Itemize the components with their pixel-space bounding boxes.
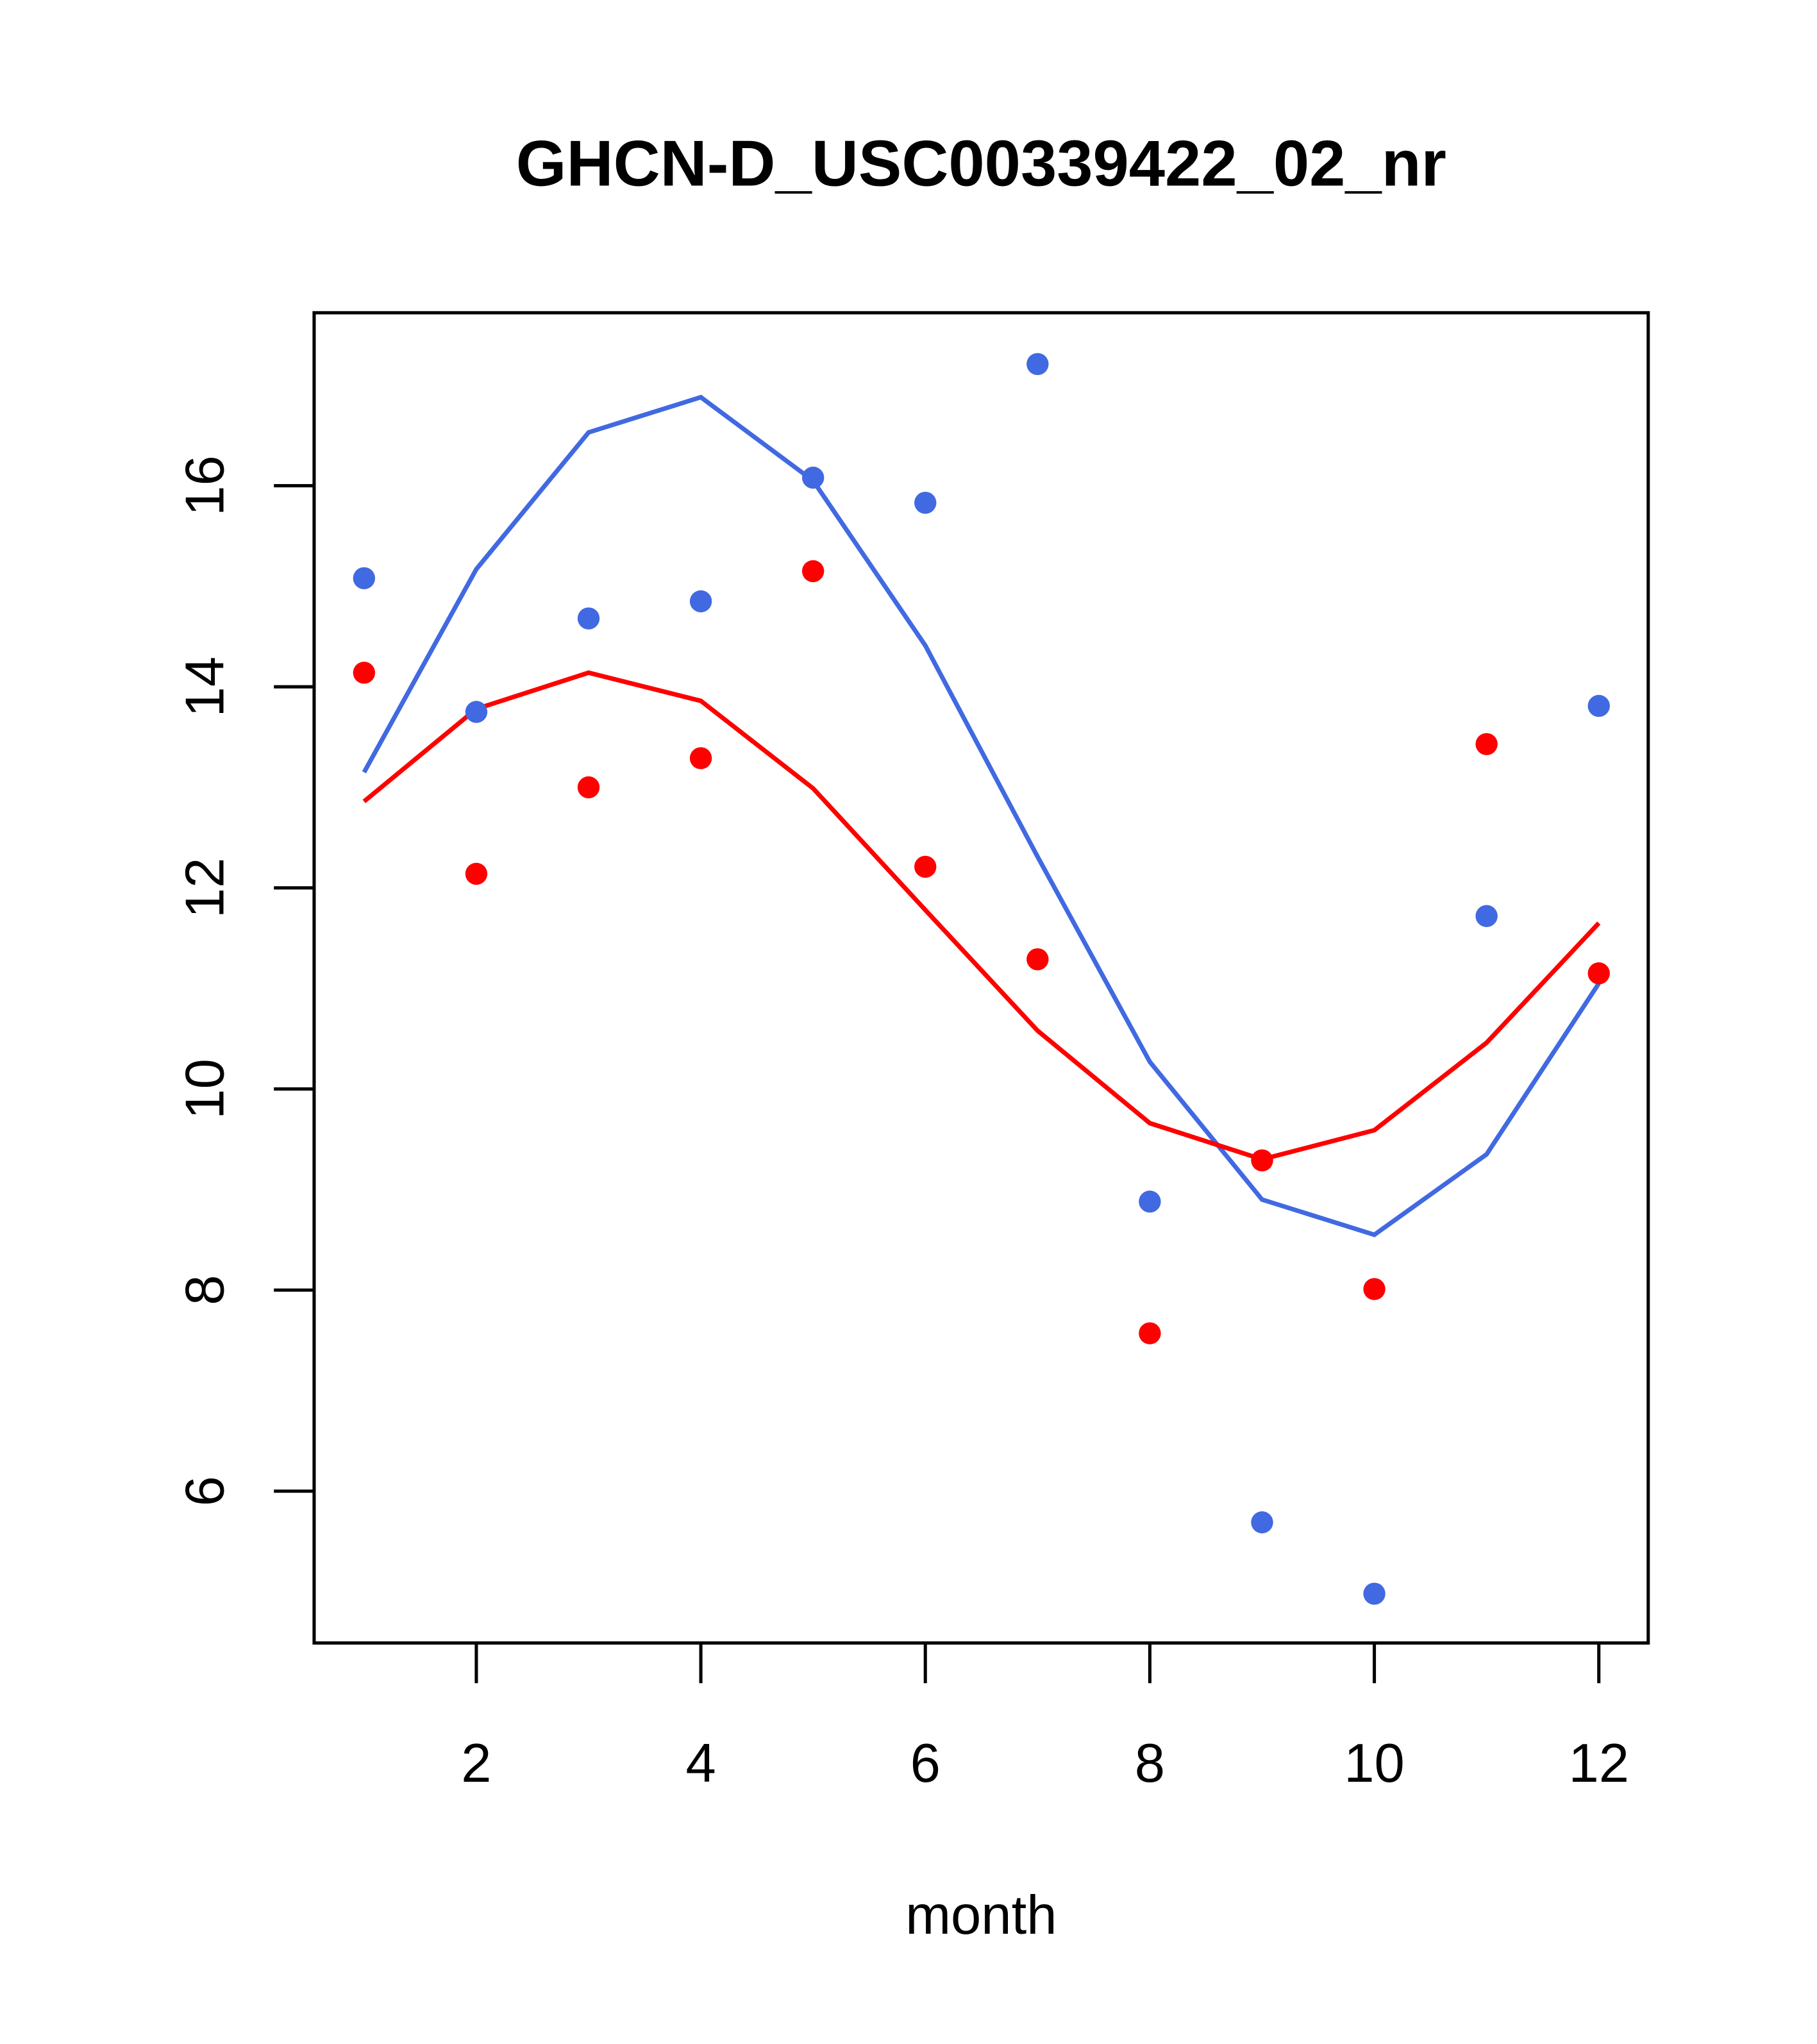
data-point	[689, 590, 712, 613]
y-tick-label: 6	[174, 1476, 235, 1506]
y-tick-label: 12	[174, 858, 235, 919]
x-tick-label: 2	[461, 1733, 491, 1794]
x-axis: 2 4 6 8 10 12	[461, 1643, 1629, 1794]
data-point	[1026, 948, 1049, 971]
data-point	[801, 560, 825, 583]
data-point	[577, 776, 600, 799]
x-tick-label: 6	[910, 1733, 941, 1794]
data-point	[914, 491, 937, 514]
x-tick-label: 10	[1344, 1733, 1405, 1794]
data-point	[353, 662, 376, 684]
x-tick-label: 12	[1568, 1733, 1629, 1794]
data-point	[1251, 1149, 1273, 1172]
series-line	[362, 670, 1601, 1162]
plot-series	[353, 353, 1610, 1605]
x-tick-label: 8	[1135, 1733, 1165, 1794]
plot-frame	[312, 311, 1650, 1645]
y-tick-label: 14	[174, 657, 235, 717]
data-point	[801, 466, 825, 489]
data-point	[1026, 353, 1049, 375]
y-tick-label: 10	[174, 1059, 235, 1119]
data-point	[914, 855, 937, 878]
data-point	[1587, 694, 1610, 717]
data-point	[1475, 905, 1498, 927]
data-point	[353, 567, 376, 590]
data-point	[1363, 1278, 1386, 1300]
data-point	[577, 607, 600, 630]
data-point	[465, 862, 488, 885]
data-point	[1587, 962, 1610, 985]
data-point	[465, 701, 488, 723]
data-point	[1139, 1190, 1161, 1213]
data-point	[1251, 1511, 1273, 1534]
data-point	[1475, 733, 1498, 755]
y-tick-label: 16	[174, 455, 235, 516]
x-axis-label: month	[905, 1885, 1057, 1946]
data-point	[1139, 1322, 1161, 1345]
series-line	[362, 394, 1601, 1237]
data-point	[1363, 1582, 1386, 1605]
x-tick-label: 4	[685, 1733, 716, 1794]
data-point	[689, 747, 712, 769]
y-axis: 6 8 10 12 14 16	[174, 455, 314, 1506]
y-tick-label: 8	[174, 1275, 235, 1305]
chart-title: GHCN-D_USC00339422_02_nr	[516, 127, 1446, 199]
